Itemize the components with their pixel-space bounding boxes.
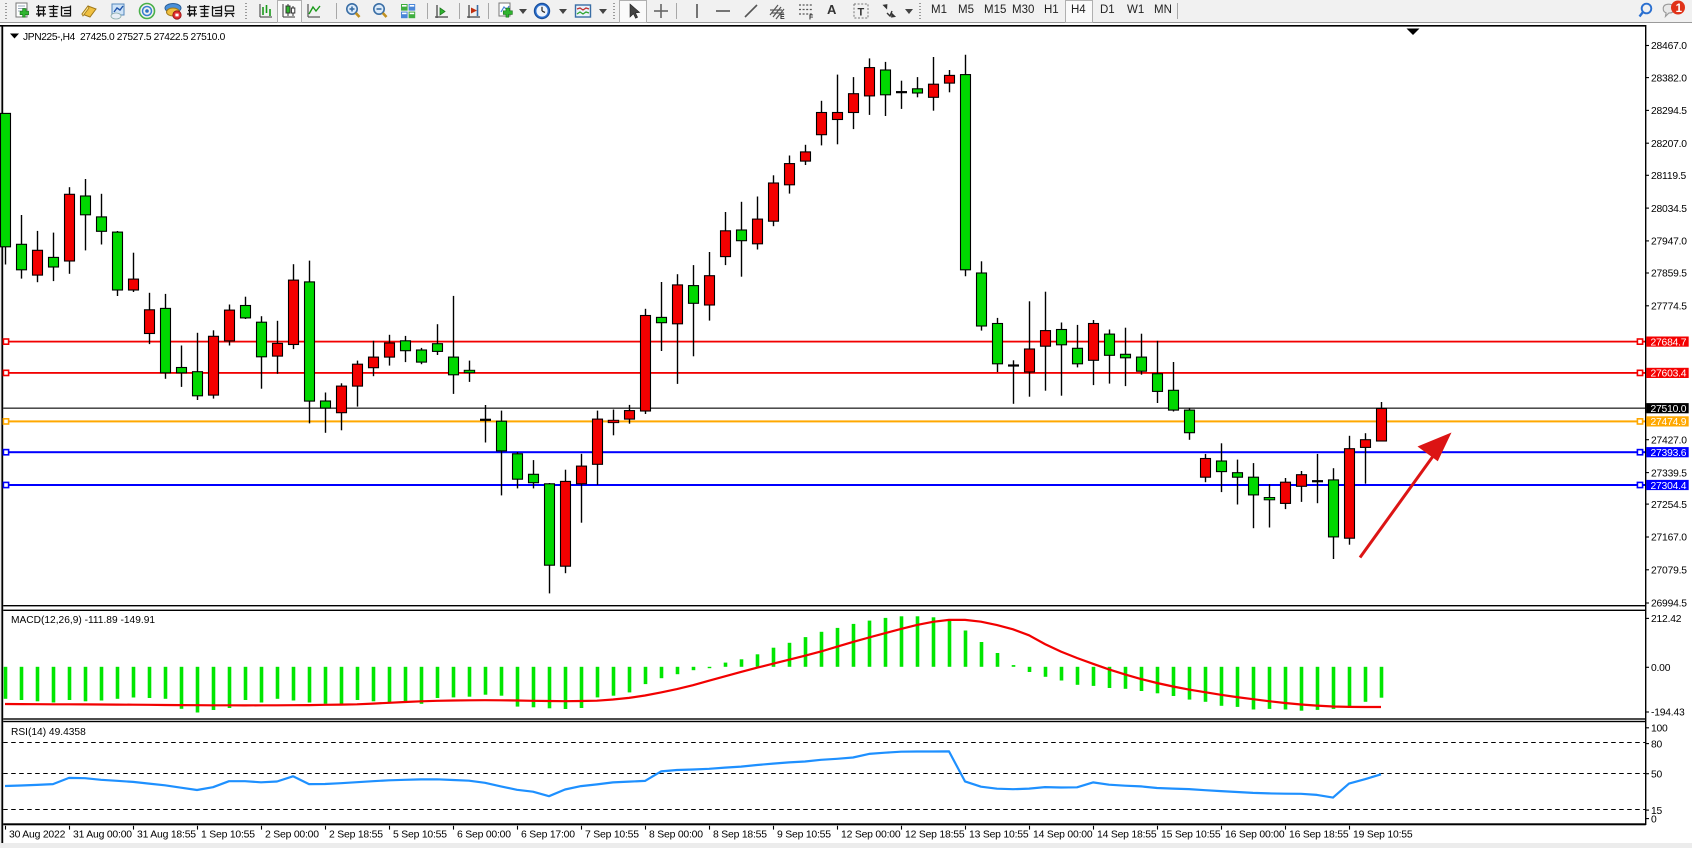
svg-text:212.42: 212.42 bbox=[1651, 614, 1682, 625]
svg-text:30 Aug 2022: 30 Aug 2022 bbox=[9, 830, 66, 841]
svg-text:27603.4: 27603.4 bbox=[1651, 369, 1687, 380]
svg-text:27510.0: 27510.0 bbox=[1651, 404, 1687, 415]
svg-text:80: 80 bbox=[1651, 739, 1663, 750]
svg-text:26994.5: 26994.5 bbox=[1651, 599, 1687, 610]
svg-text:15 Sep 10:55: 15 Sep 10:55 bbox=[1161, 830, 1221, 841]
svg-text:16 Sep 00:00: 16 Sep 00:00 bbox=[1225, 830, 1285, 841]
svg-text:19 Sep 10:55: 19 Sep 10:55 bbox=[1353, 830, 1413, 841]
svg-text:2 Sep 00:00: 2 Sep 00:00 bbox=[265, 830, 319, 841]
svg-text:28467.0: 28467.0 bbox=[1651, 41, 1687, 52]
svg-text:0: 0 bbox=[1651, 814, 1657, 825]
svg-text:T: T bbox=[858, 7, 865, 19]
svg-text:0.00: 0.00 bbox=[1651, 663, 1671, 674]
svg-text:14 Sep 00:00: 14 Sep 00:00 bbox=[1033, 830, 1093, 841]
svg-text:12 Sep 18:55: 12 Sep 18:55 bbox=[905, 830, 965, 841]
svg-text:F: F bbox=[809, 15, 814, 21]
svg-text:27947.0: 27947.0 bbox=[1651, 237, 1687, 248]
svg-text:27474.9: 27474.9 bbox=[1651, 417, 1687, 428]
svg-text:1: 1 bbox=[1676, 3, 1683, 15]
svg-text:27254.5: 27254.5 bbox=[1651, 500, 1687, 511]
svg-text:13 Sep 10:55: 13 Sep 10:55 bbox=[969, 830, 1029, 841]
svg-text:MACD(12,26,9) -111.89 -149.91: MACD(12,26,9) -111.89 -149.91 bbox=[11, 615, 155, 626]
svg-text:27079.5: 27079.5 bbox=[1651, 566, 1687, 577]
svg-text:28119.5: 28119.5 bbox=[1651, 171, 1687, 182]
svg-text:2 Sep 18:55: 2 Sep 18:55 bbox=[329, 830, 383, 841]
svg-text:RSI(14) 49.4358: RSI(14) 49.4358 bbox=[11, 727, 86, 738]
svg-text:8 Sep 18:55: 8 Sep 18:55 bbox=[713, 830, 767, 841]
svg-text:12 Sep 00:00: 12 Sep 00:00 bbox=[841, 830, 901, 841]
svg-text:100: 100 bbox=[1651, 724, 1668, 735]
svg-text:28294.5: 28294.5 bbox=[1651, 106, 1687, 117]
svg-text:28034.5: 28034.5 bbox=[1651, 204, 1687, 215]
svg-text:28207.0: 28207.0 bbox=[1651, 139, 1687, 150]
svg-text:14 Sep 18:55: 14 Sep 18:55 bbox=[1097, 830, 1157, 841]
svg-text:5 Sep 10:55: 5 Sep 10:55 bbox=[393, 830, 447, 841]
svg-text:27167.0: 27167.0 bbox=[1651, 533, 1687, 544]
svg-text:27339.5: 27339.5 bbox=[1651, 468, 1687, 479]
svg-text:8 Sep 00:00: 8 Sep 00:00 bbox=[649, 830, 703, 841]
svg-text:E: E bbox=[780, 14, 785, 20]
svg-text:1 Sep 10:55: 1 Sep 10:55 bbox=[201, 830, 255, 841]
svg-text:6 Sep 00:00: 6 Sep 00:00 bbox=[457, 830, 511, 841]
svg-text:16 Sep 18:55: 16 Sep 18:55 bbox=[1289, 830, 1349, 841]
svg-text:-194.43: -194.43 bbox=[1651, 708, 1685, 719]
svg-text:7 Sep 10:55: 7 Sep 10:55 bbox=[585, 830, 639, 841]
svg-text:27427.0: 27427.0 bbox=[1651, 435, 1687, 446]
svg-text:27859.5: 27859.5 bbox=[1651, 269, 1687, 280]
svg-text:6 Sep 17:00: 6 Sep 17:00 bbox=[521, 830, 575, 841]
svg-text:31 Aug 00:00: 31 Aug 00:00 bbox=[73, 830, 132, 841]
svg-text:31 Aug 18:55: 31 Aug 18:55 bbox=[137, 830, 196, 841]
svg-text:27304.4: 27304.4 bbox=[1651, 481, 1687, 492]
svg-text:27393.6: 27393.6 bbox=[1651, 448, 1687, 459]
svg-text:15: 15 bbox=[1651, 806, 1663, 817]
svg-text:27774.5: 27774.5 bbox=[1651, 302, 1687, 313]
svg-text:9 Sep 10:55: 9 Sep 10:55 bbox=[777, 830, 831, 841]
svg-text:28382.0: 28382.0 bbox=[1651, 73, 1687, 84]
svg-text:27684.7: 27684.7 bbox=[1651, 337, 1687, 348]
svg-text:50: 50 bbox=[1651, 769, 1663, 780]
svg-text:JPN225-,H4 27425.0 27527.5 27: JPN225-,H4 27425.0 27527.5 27422.5 27510… bbox=[23, 32, 226, 43]
